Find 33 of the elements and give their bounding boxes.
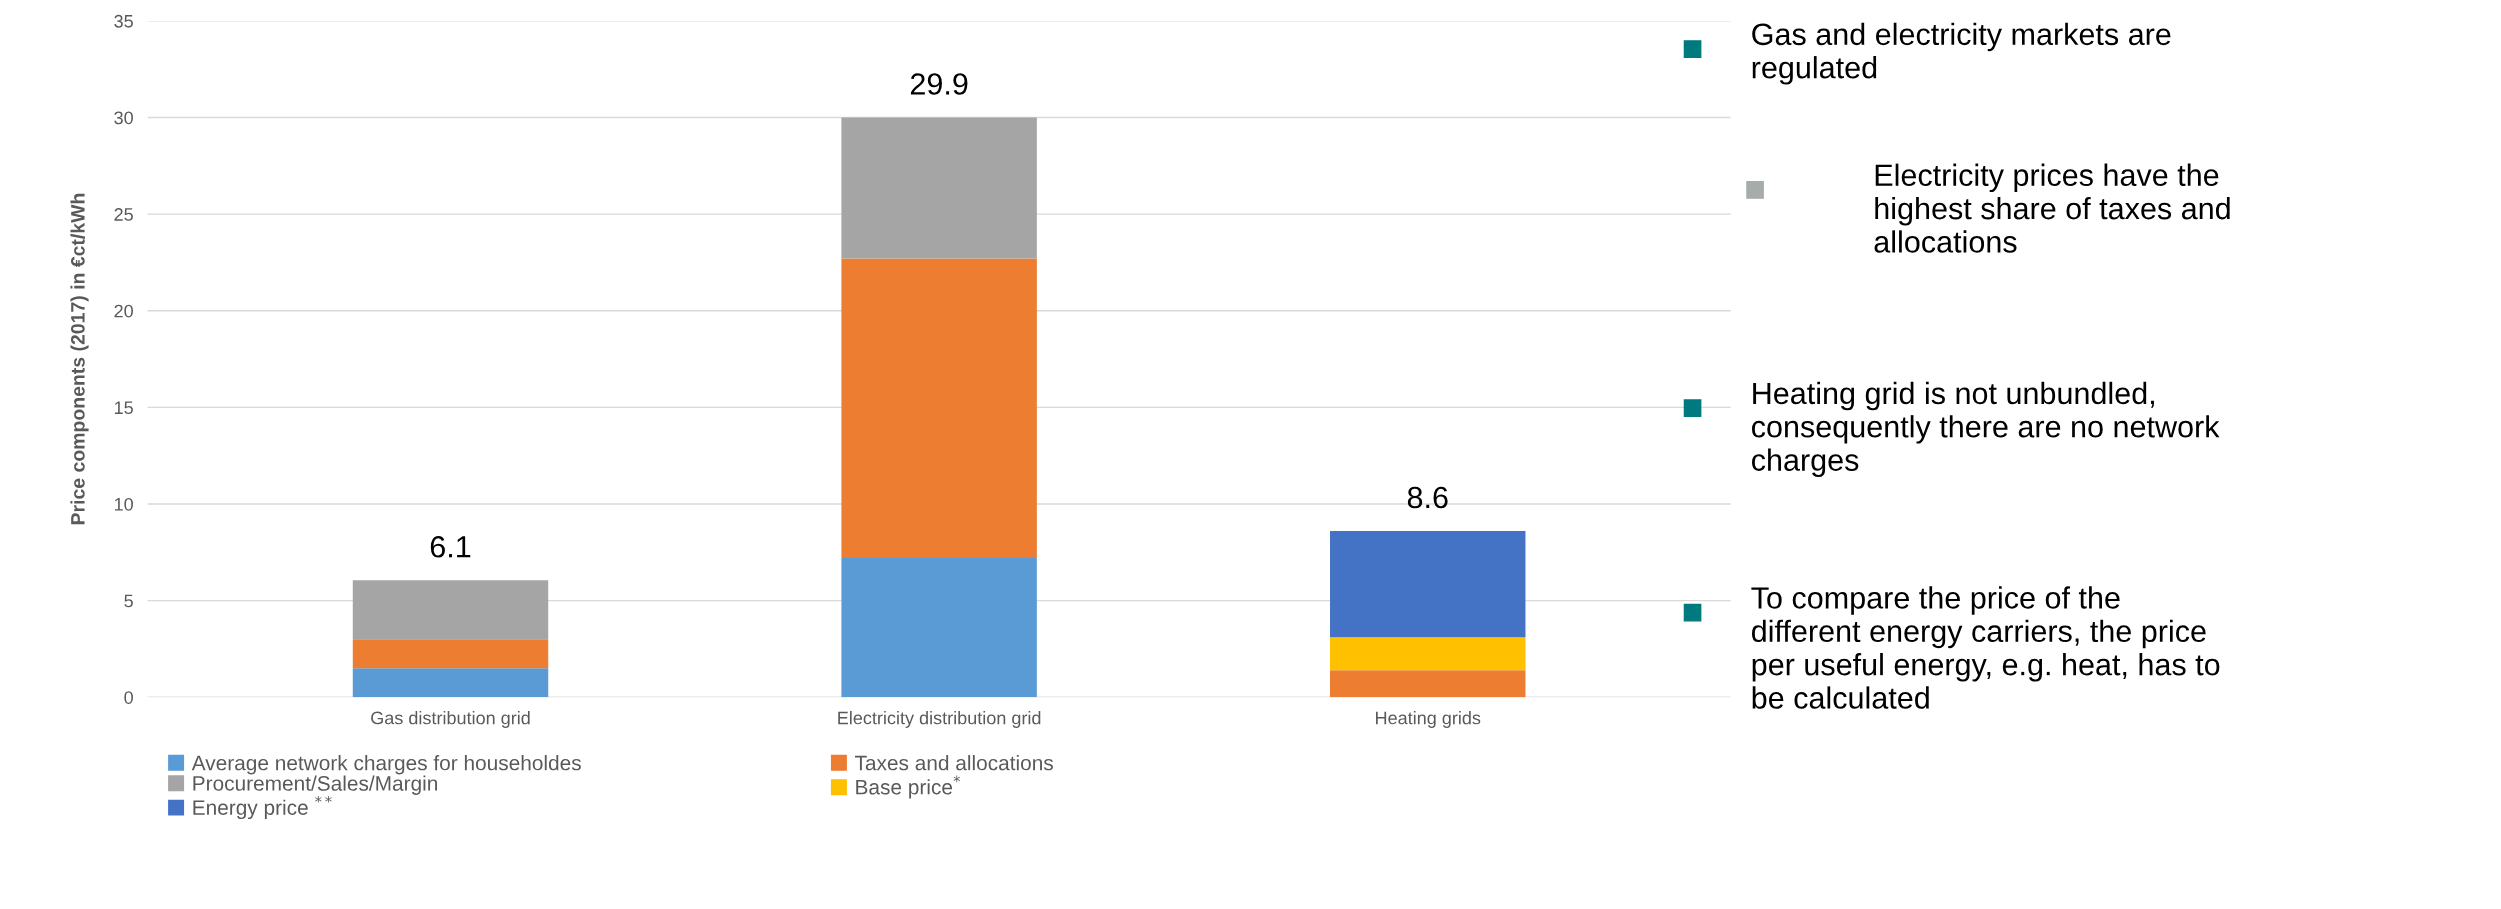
bar [1330,637,1526,671]
y-axis-title: Price components (2017) in €ct/kWh [70,193,89,525]
y-tick-label: 35 [114,14,133,28]
y-tick-label: 20 [114,304,133,318]
y-tick-label: 10 [114,497,133,511]
y-tick-label: 0 [124,691,133,704]
y-tick-label: 5 [124,594,133,608]
total-label: 6.1 [430,535,471,558]
text: Gas and electricity markets are regulated [1752,22,2171,85]
y-tick-label: 15 [114,401,133,415]
x-tick-label: Heating grids [1376,711,1481,728]
text: To compare the price of the different energy carriers, the price per useful energy, e.g. heat, has to be calculated [1751,586,2220,709]
bar [1330,531,1526,638]
legend-label: Base price$^{*}$ [856,775,961,799]
legend-label: Procurement/Sales/Margin [193,775,438,795]
bar [841,258,1037,559]
x-tick-label: Gas distribution grid [371,711,530,728]
bar [352,639,549,669]
legend-label: Energy price $^{**}$ [193,795,332,820]
total-label: 29.9 [910,73,968,95]
x-tick-label: Electricity distribution grid [838,711,1041,728]
text: Heating grid is not unbundled, consequently there are no network charges [1752,381,2220,477]
y-tick-label: 30 [114,111,133,125]
text: Electricity prices have the highest share of taxes and allocations [1874,163,2230,253]
legend-label: Average network charges for householdes [191,755,581,775]
bar [841,558,1037,698]
bar [352,668,549,698]
legend-label: Taxes and allocations [855,755,1053,771]
bar [1330,670,1526,698]
bar [841,117,1037,259]
bar [352,580,549,640]
y-tick-label: 25 [114,208,133,221]
total-label: 8.6 [1407,486,1448,509]
